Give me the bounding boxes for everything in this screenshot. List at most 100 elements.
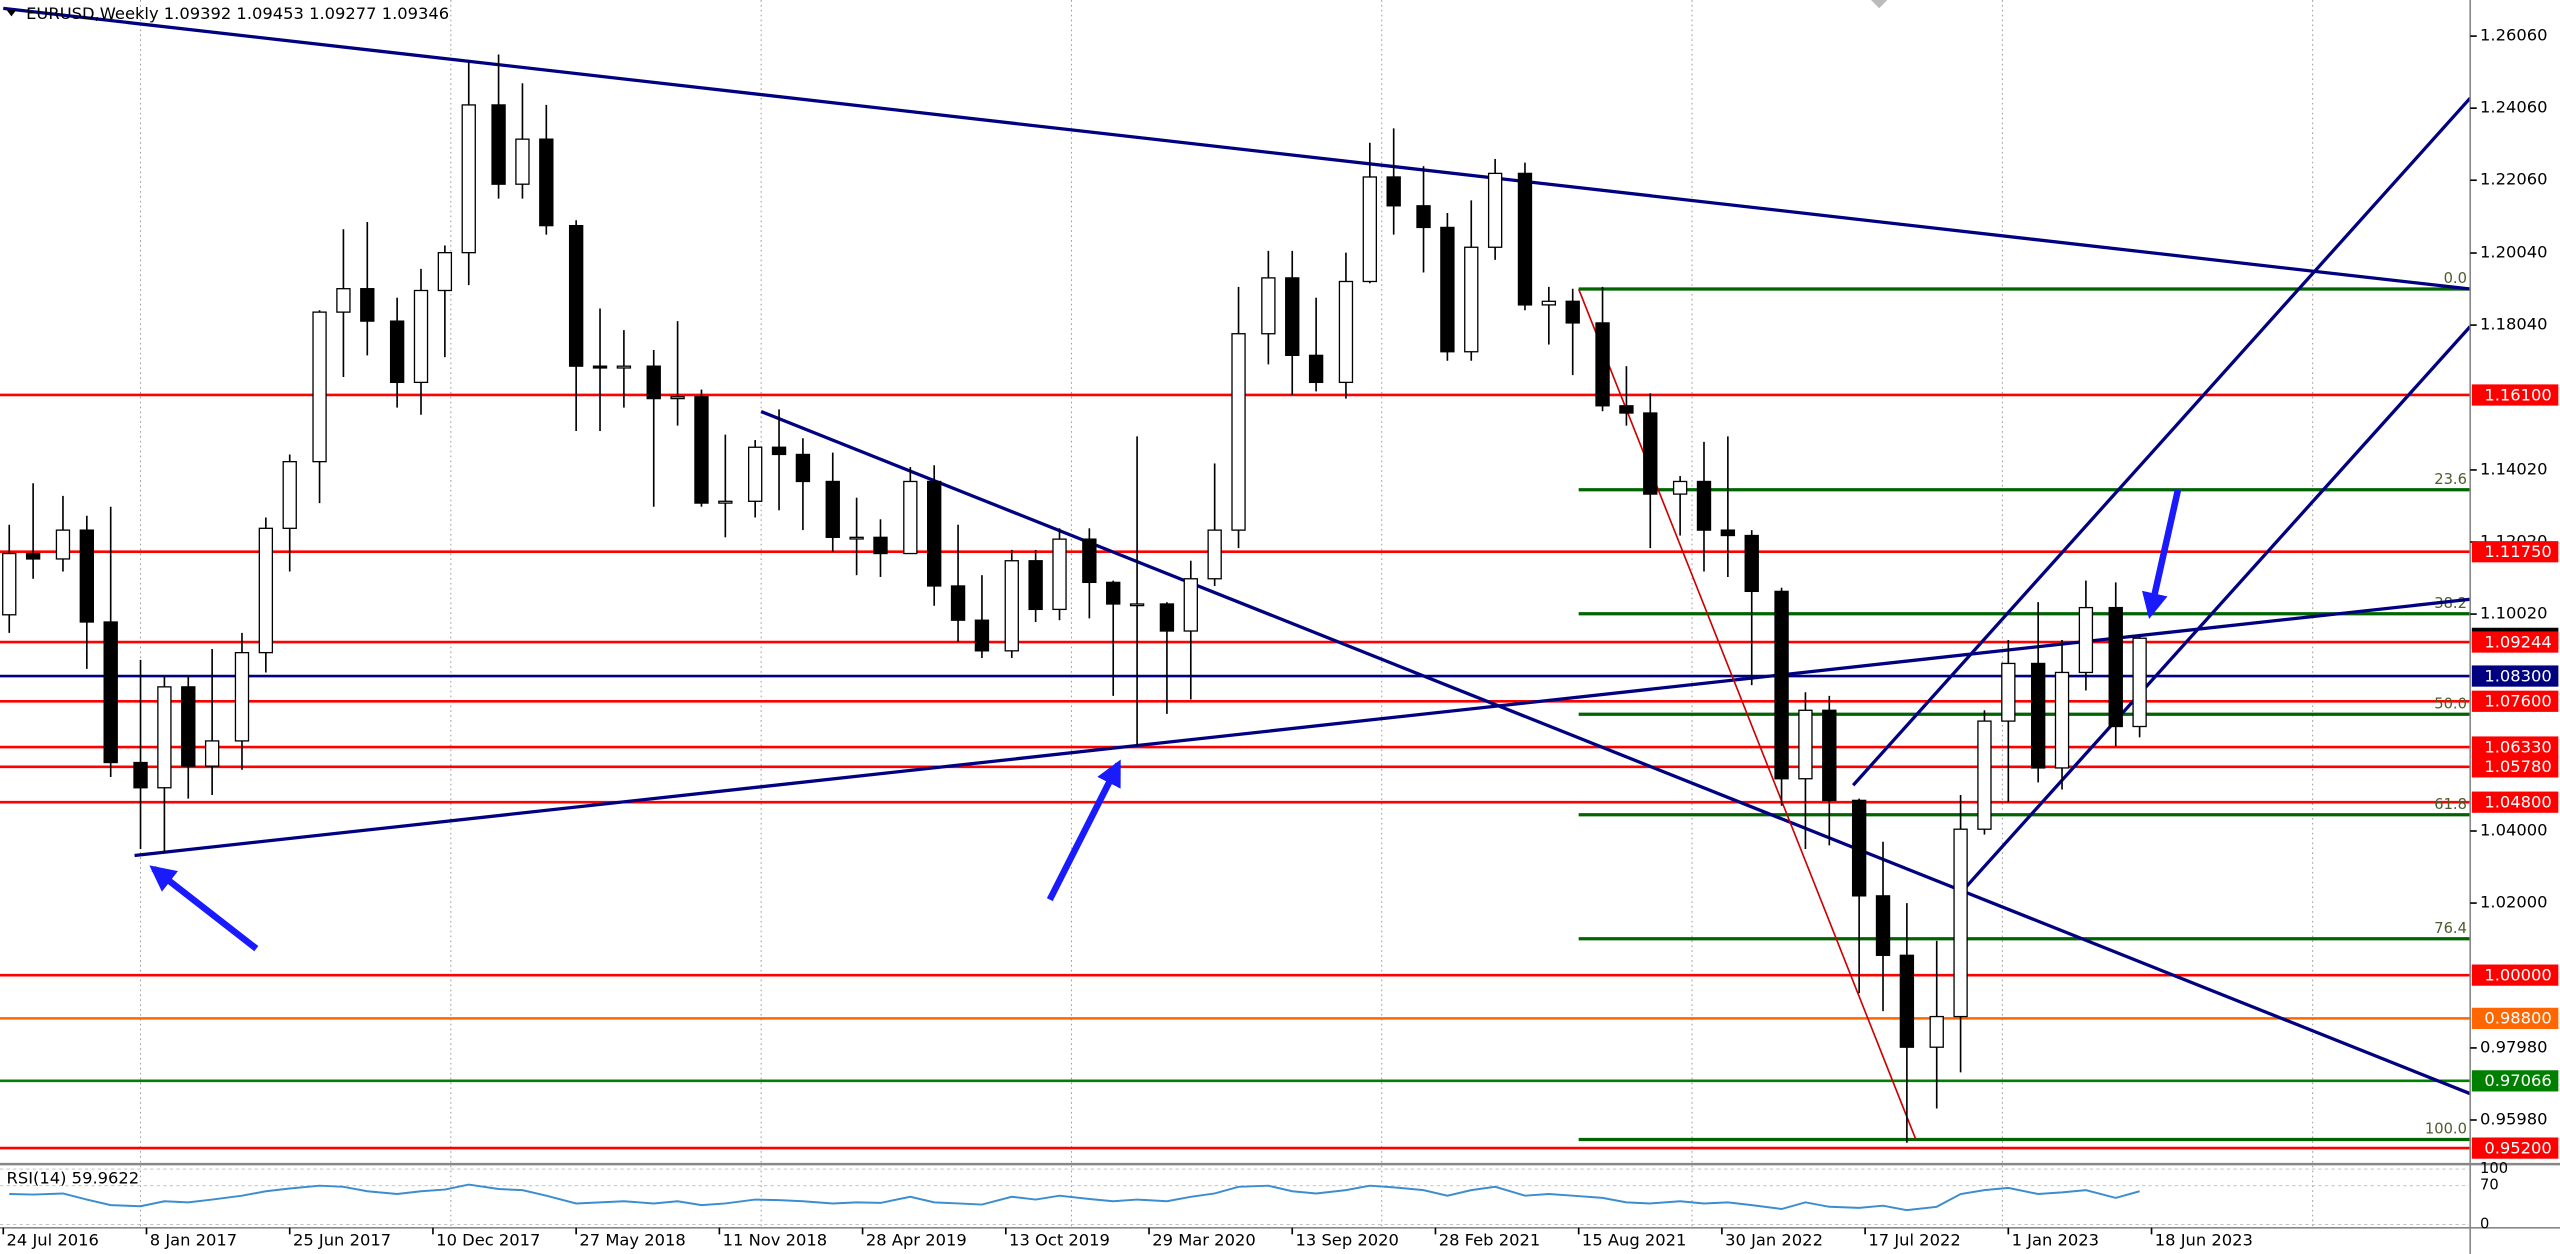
candle-body	[539, 138, 554, 227]
y-tick-label: 1.18040	[2480, 315, 2547, 334]
candle-body	[1028, 560, 1043, 611]
candle-body	[1261, 277, 1276, 335]
y-tick-label: 0.95980	[2480, 1109, 2547, 1128]
price-label-box	[2471, 1137, 2559, 1159]
candle-body	[927, 480, 942, 587]
candle-body	[974, 619, 990, 652]
price-label-box	[2471, 665, 2559, 687]
x-tick-label: 15 Aug 2021	[1582, 1230, 1687, 1249]
price-label: 0.97066	[2484, 1071, 2551, 1090]
price-label: 1.04800	[2484, 792, 2551, 811]
rsi-line	[9, 1183, 2140, 1212]
candle-body	[1440, 226, 1455, 353]
candle-body	[1875, 895, 1891, 956]
candle-body	[1899, 954, 1915, 1048]
trendline	[760, 410, 2471, 1096]
candle-body	[795, 453, 811, 483]
axes: 24 Jul 2016 8 Jan 2017 25 Jun 2017 10 Dec 2…	[2, 26, 2559, 1249]
candle-body	[234, 651, 250, 742]
candle-body	[181, 686, 196, 767]
candle-body	[157, 686, 172, 789]
price-label: 1.09244	[2484, 632, 2551, 651]
candle-body	[1183, 578, 1198, 632]
fib-label: 61.8	[2434, 796, 2467, 813]
scroll-marker	[1871, 0, 1888, 9]
annotations	[149, 489, 2182, 952]
y-tick-label: 1.10020	[2480, 604, 2547, 623]
rsi-tick-label: 70	[2480, 1177, 2499, 1194]
candle-body	[282, 461, 297, 529]
price-label-box	[2471, 631, 2559, 653]
candle-body	[1643, 412, 1658, 495]
candle-body	[1308, 354, 1324, 384]
candle-body	[1517, 172, 1533, 306]
price-label: 0.95200	[2484, 1138, 2551, 1157]
x-tick-label: 27 May 2018	[579, 1230, 685, 1249]
candle-body	[461, 104, 476, 254]
trendline	[1851, 96, 2471, 787]
fib-label: 0.0	[2444, 270, 2467, 287]
chart-title: EURUSD,Weekly 1.09392 1.09453 1.09277 1.…	[26, 4, 449, 23]
price-label-box	[2471, 736, 2559, 758]
candle-body	[694, 396, 709, 504]
candle-body	[873, 536, 888, 555]
x-tick-label: 17 Jul 2022	[1868, 1230, 1960, 1249]
candle-body	[568, 224, 584, 367]
x-tick-label: 13 Sep 2020	[1296, 1230, 1399, 1249]
candle-body	[336, 288, 351, 313]
fib-label: 100.0	[2425, 1121, 2467, 1138]
candle-body	[1129, 603, 1145, 607]
trendline	[1577, 288, 1917, 1140]
y-tick-label: 1.20040	[2480, 243, 2547, 262]
x-tick-label: 29 Mar 2020	[1152, 1230, 1255, 1249]
arrow	[1046, 759, 1122, 902]
price-label-box	[2471, 1070, 2559, 1092]
candle-body	[1487, 172, 1503, 248]
candle-body	[1798, 709, 1813, 780]
y-tick-label: 1.14020	[2480, 459, 2547, 478]
candle-body	[771, 446, 787, 456]
x-tick-label: 28 Apr 2019	[866, 1230, 967, 1249]
candle-body	[2001, 662, 2016, 722]
y-tick-label: 0.97980	[2480, 1037, 2547, 1056]
candle-body	[312, 311, 327, 463]
trendline	[1959, 325, 2471, 895]
price-label-box	[2471, 791, 2559, 813]
x-tick-label: 13 Oct 2019	[1009, 1230, 1110, 1249]
candle-body	[1720, 529, 1736, 537]
candle-body	[1285, 277, 1300, 357]
candle-body	[1106, 581, 1121, 605]
candle-body	[1977, 720, 1992, 830]
candle-body	[1696, 480, 1712, 531]
rsi-tick-label: 100	[2480, 1160, 2508, 1177]
candle-body	[2054, 671, 2070, 769]
candle-body	[1619, 405, 1634, 414]
candle-body	[2108, 606, 2123, 728]
x-tick-label: 24 Jul 2016	[7, 1230, 99, 1249]
candle-body	[592, 365, 608, 369]
candle-body	[1159, 603, 1175, 632]
candle-body	[413, 289, 429, 384]
trendline	[3, 6, 2471, 291]
price-label: 0.98800	[2484, 1009, 2551, 1028]
menu-icon[interactable]	[6, 9, 17, 17]
price-label: 1.11750	[2484, 542, 2551, 561]
candle-body	[1004, 560, 1019, 652]
candle-body	[389, 320, 405, 384]
candle-body	[437, 252, 453, 292]
price-label-box	[2471, 756, 2559, 778]
fib-label: 50.0	[2434, 695, 2467, 712]
price-label: 1.06330	[2484, 737, 2551, 756]
candle-body	[646, 365, 661, 400]
candle-body	[2030, 662, 2046, 769]
candle-body	[79, 529, 95, 623]
x-tick-label: 28 Feb 2021	[1439, 1230, 1541, 1249]
candle-body	[1565, 300, 1580, 324]
rsi-tick-label: 0	[2480, 1216, 2489, 1233]
candle-body	[670, 396, 685, 400]
candle-body	[515, 138, 530, 185]
x-tick-label: 10 Dec 2017	[436, 1230, 540, 1249]
